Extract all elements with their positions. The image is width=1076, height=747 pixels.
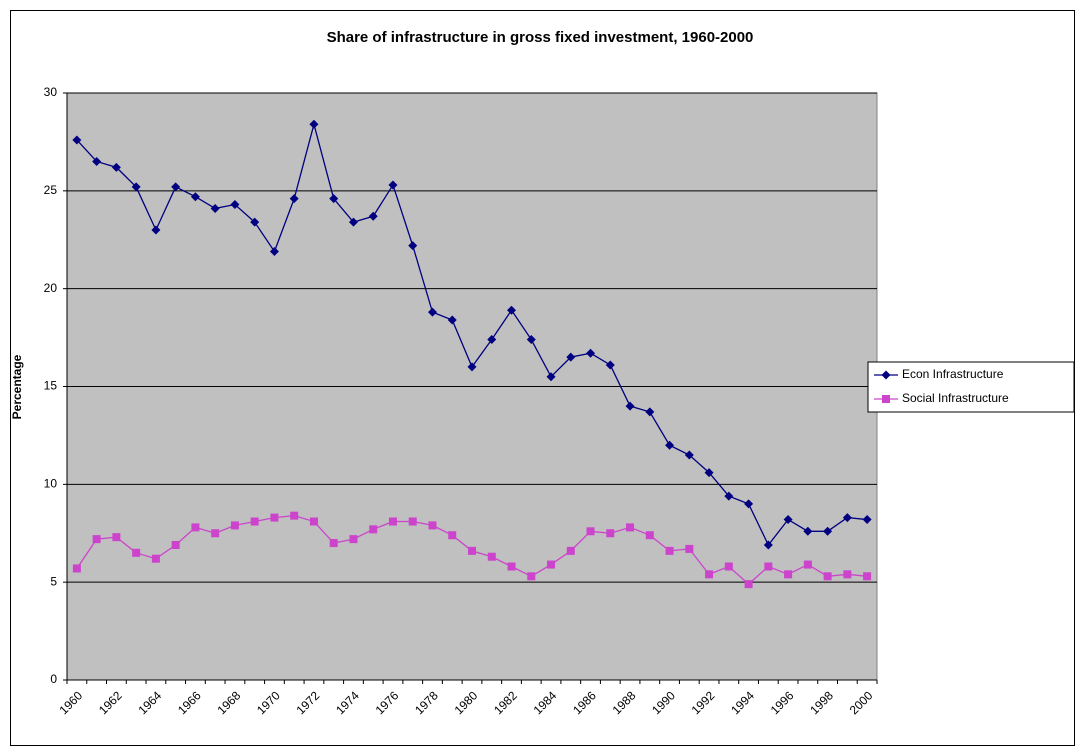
marker: [586, 348, 596, 358]
marker: [92, 156, 102, 166]
marker: [369, 525, 378, 534]
marker: [783, 515, 793, 525]
y-tick-label: 10: [44, 477, 58, 491]
marker: [329, 194, 339, 204]
marker: [408, 241, 418, 251]
marker: [665, 440, 675, 450]
marker: [586, 527, 595, 536]
chart-title: Share of infrastructure in gross fixed i…: [327, 29, 754, 46]
marker: [527, 572, 536, 581]
marker: [290, 511, 299, 520]
marker: [468, 546, 476, 555]
marker: [626, 523, 635, 532]
marker: [763, 540, 773, 550]
marker: [843, 570, 852, 579]
marker: [448, 531, 457, 540]
marker: [744, 580, 753, 589]
marker: [724, 562, 733, 571]
legend-box: [867, 361, 1075, 413]
marker: [190, 192, 200, 202]
marker: [507, 305, 517, 315]
marker: [250, 217, 260, 227]
marker: [625, 401, 635, 411]
marker: [724, 491, 734, 501]
y-tick-label: 20: [44, 281, 58, 295]
marker: [882, 395, 890, 403]
legend-label: Econ Infrastructure: [902, 367, 1004, 381]
marker: [151, 554, 160, 563]
marker: [645, 531, 654, 540]
marker: [744, 499, 754, 509]
marker: [211, 529, 220, 538]
marker: [112, 533, 121, 542]
marker: [803, 526, 813, 536]
marker: [230, 200, 240, 210]
y-axis-title: Percentage: [10, 354, 24, 419]
marker: [329, 539, 338, 548]
marker: [348, 217, 358, 227]
marker: [408, 517, 417, 526]
y-tick-label: 25: [44, 183, 58, 197]
y-tick-label: 15: [44, 379, 58, 393]
marker: [507, 562, 516, 571]
marker: [309, 119, 319, 129]
marker: [269, 246, 279, 256]
marker: [823, 526, 833, 536]
marker: [388, 517, 397, 526]
marker: [487, 335, 497, 345]
marker: [171, 182, 181, 192]
marker: [704, 468, 714, 478]
marker: [526, 335, 536, 345]
marker: [428, 521, 437, 530]
marker: [645, 407, 655, 417]
legend-label: Social Infrastructure: [902, 391, 1009, 405]
marker: [447, 315, 457, 325]
marker: [270, 513, 279, 522]
marker: [684, 450, 694, 460]
marker: [547, 560, 556, 569]
marker: [665, 546, 674, 555]
marker: [605, 360, 615, 370]
y-tick-label: 5: [50, 574, 57, 588]
marker: [427, 307, 437, 317]
y-tick-label: 30: [44, 85, 58, 99]
marker: [92, 535, 101, 544]
marker: [191, 523, 200, 532]
marker: [685, 544, 694, 553]
marker: [72, 564, 81, 573]
marker: [368, 211, 378, 221]
marker: [309, 517, 318, 526]
marker: [566, 546, 575, 555]
marker: [842, 513, 852, 523]
marker: [823, 572, 832, 581]
marker: [131, 182, 141, 192]
marker: [151, 225, 161, 235]
marker: [171, 540, 180, 549]
marker: [289, 194, 299, 204]
marker: [111, 162, 121, 172]
marker: [349, 535, 358, 544]
marker: [132, 548, 141, 557]
marker: [606, 529, 615, 538]
marker: [803, 560, 812, 569]
marker: [764, 562, 773, 571]
marker: [566, 352, 576, 362]
marker: [546, 372, 556, 382]
marker: [388, 180, 398, 190]
marker: [705, 570, 714, 579]
marker: [72, 135, 82, 145]
marker: [881, 370, 891, 380]
marker: [784, 570, 793, 579]
marker: [467, 362, 477, 372]
marker: [210, 203, 220, 213]
marker: [250, 517, 259, 526]
y-tick-label: 0: [50, 672, 57, 686]
marker: [487, 552, 496, 561]
marker: [863, 572, 872, 581]
marker: [862, 515, 872, 525]
marker: [230, 521, 239, 530]
